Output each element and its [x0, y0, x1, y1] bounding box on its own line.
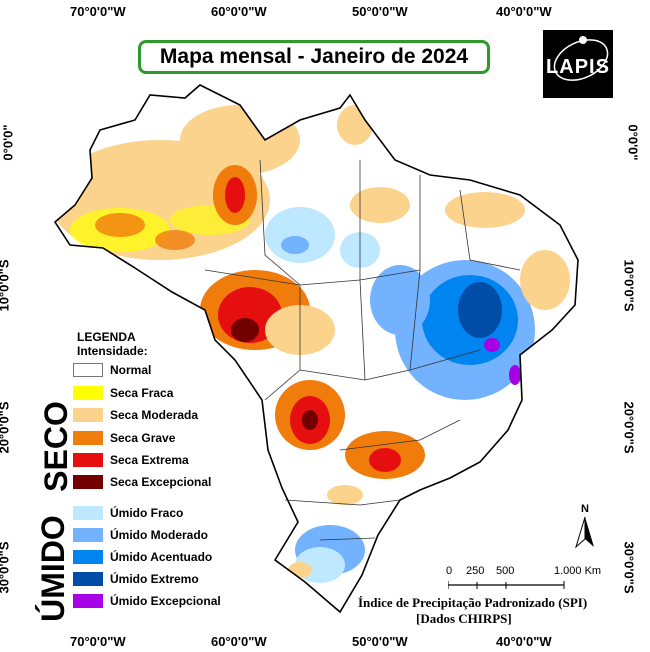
- legend-dry-4: Seca Extrema: [73, 452, 189, 468]
- coord-bottom-1: 70°0'0"W: [70, 634, 126, 649]
- legend-wet-5: Úmido Excepcional: [73, 593, 221, 609]
- legend-normal-swatch: [73, 363, 103, 377]
- coord-right-3: 20°0'0"S: [621, 401, 637, 454]
- coord-left-4: 30°0'0"S: [0, 541, 12, 594]
- legend-label: Seca Excepcional: [110, 475, 212, 489]
- coord-top-4: 40°0'0"W: [496, 4, 552, 19]
- logo-text: LAPIS: [546, 56, 610, 78]
- legend-subheading: Intensidade:: [77, 344, 148, 358]
- coord-left-2: 10°0'0"S: [0, 259, 12, 312]
- legend-swatch: [73, 475, 103, 489]
- legend-label: Seca Fraca: [110, 386, 174, 400]
- legend-heading: LEGENDA: [77, 330, 136, 344]
- coord-top-2: 60°0'0"W: [211, 4, 267, 19]
- north-arrow-icon: N: [573, 503, 597, 554]
- legend-swatch: [73, 453, 103, 467]
- north-label: N: [581, 503, 589, 515]
- legend-swatch: [73, 594, 103, 608]
- legend-swatch: [73, 386, 103, 400]
- coord-bottom-4: 40°0'0"W: [496, 634, 552, 649]
- scale-tick-0: 0: [446, 565, 453, 577]
- legend-label: Seca Grave: [110, 431, 176, 445]
- legend-normal-label: Normal: [110, 363, 152, 377]
- legend-swatch: [73, 408, 103, 422]
- legend-swatch: [73, 572, 103, 586]
- coord-right-1: 0°0'0": [625, 124, 641, 161]
- coord-top-3: 50°0'0"W: [352, 4, 408, 19]
- coord-bottom-3: 50°0'0"W: [352, 634, 408, 649]
- coord-left-3: 20°0'0"S: [0, 401, 12, 454]
- scale-bar-line: [448, 581, 565, 589]
- legend-wet-2: Úmido Moderado: [73, 527, 208, 543]
- scale-tick-1000: 1.000 Km: [554, 565, 602, 577]
- legend-label: Úmido Extremo: [110, 572, 199, 586]
- legend-dry-5: Seca Excepcional: [73, 474, 211, 490]
- legend-swatch: [73, 550, 103, 564]
- coord-left-1: 0°0'0": [0, 124, 16, 161]
- scale-tick-500: 500: [496, 565, 515, 577]
- legend-dry-3: Seca Grave: [73, 430, 175, 446]
- source-index: Índice de Precipitação Padronizado (SPI): [358, 595, 588, 610]
- legend-title: LEGENDA Intensidade:: [77, 330, 148, 358]
- legend-label: Úmido Moderado: [110, 528, 208, 542]
- legend-label: Úmido Acentuado: [110, 550, 213, 564]
- legend-dry-group: SECO: [37, 401, 74, 492]
- legend-wet-3: Úmido Acentuado: [73, 549, 212, 565]
- coord-right-4: 30°0'0"S: [621, 541, 637, 594]
- legend-wet-4: Úmido Extremo: [73, 571, 199, 587]
- legend-swatch: [73, 431, 103, 445]
- legend-wet-group: ÚMIDO: [34, 515, 71, 622]
- legend-normal: Normal: [73, 362, 151, 378]
- legend-swatch: [73, 506, 103, 520]
- legend-dry-2: Seca Moderada: [73, 407, 198, 423]
- legend-swatch: [73, 528, 103, 542]
- legend-wet-1: Úmido Fraco: [73, 505, 183, 521]
- coord-bottom-2: 60°0'0"W: [211, 634, 267, 649]
- lapis-logo: LAPIS: [543, 30, 613, 98]
- legend-label: Seca Extrema: [110, 453, 189, 467]
- scale-tick-250: 250: [466, 565, 485, 577]
- coord-top-1: 70°0'0"W: [70, 4, 126, 19]
- source-data: [Dados CHIRPS]: [416, 611, 512, 626]
- map-title: Mapa mensal - Janeiro de 2024: [138, 40, 490, 74]
- legend-label: Seca Moderada: [110, 408, 199, 422]
- source-note: Índice de Precipitação Padronizado (SPI)…: [358, 595, 587, 627]
- coord-right-2: 10°0'0"S: [621, 259, 637, 312]
- legend-dry-1: Seca Fraca: [73, 385, 173, 401]
- legend-label: Úmido Excepcional: [110, 594, 221, 608]
- legend-label: Úmido Fraco: [110, 506, 184, 520]
